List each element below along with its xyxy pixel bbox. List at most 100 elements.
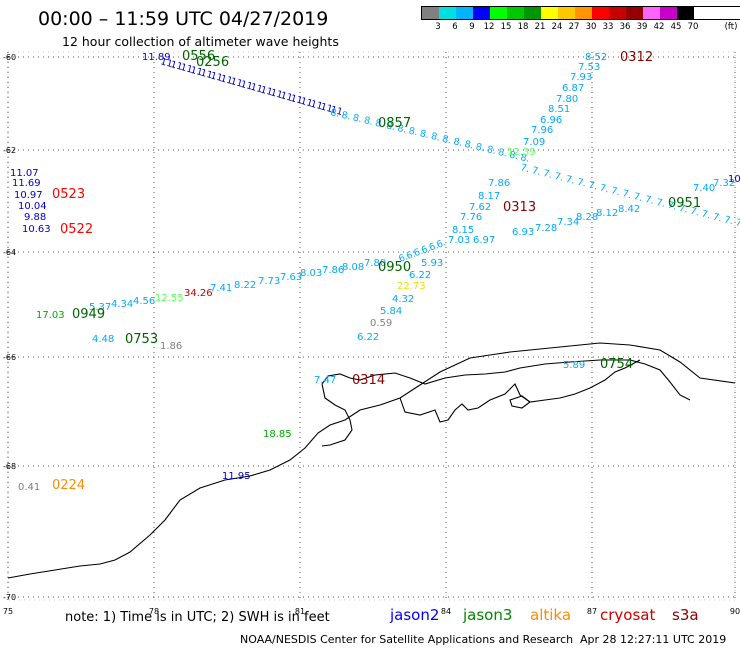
wave-height-label: 7.34 (557, 217, 579, 228)
pass-time-label: 0522 (60, 222, 93, 237)
legend-tick: 39 (636, 22, 648, 32)
track-streak-mark: 8. (363, 115, 374, 128)
track-streak-mark: 11. (189, 65, 206, 80)
lat-lon-grid: 75 78 81 84 87 90 -60 -62 -64 -66 -68 -70 (3, 51, 740, 616)
wave-height-label: 12.55 (155, 293, 184, 304)
wave-height-label: 10.63 (22, 224, 51, 235)
wave-height-label: 8.42 (618, 204, 640, 215)
satellite-jason2-label: jason2 (390, 606, 440, 624)
wave-height-label: 0.59 (370, 318, 392, 329)
legend-tick: 24 (551, 22, 563, 32)
track-streak-mark: 8. (475, 142, 486, 155)
legend-swatch (575, 7, 592, 19)
track-streak-mark: 7. (519, 162, 530, 175)
track-streak-mark: 8. (352, 112, 363, 125)
track-streak-mark: 8. (497, 147, 508, 160)
latitude-label: -62 (3, 146, 16, 155)
wave-height-label: 8.08 (342, 262, 364, 273)
track-streak-mark: 8. (486, 144, 497, 157)
pass-time-label: 0949 (72, 307, 105, 322)
wave-height-label: 12.39 (507, 147, 536, 158)
wave-height-label: 7.73 (258, 276, 280, 287)
legend-unit: (ft) (724, 22, 738, 32)
longitude-label: 81 (295, 607, 305, 616)
legend-tick: 70 (687, 22, 699, 32)
longitude-label: 90 (730, 607, 740, 616)
wave-height-label: 7.80 (364, 258, 386, 269)
track-streak-mark: 8. (452, 136, 463, 149)
wave-height-label: 11.07 (10, 168, 39, 179)
track-streak-mark: 8. (519, 152, 530, 165)
wave-height-label: 7.86 (488, 178, 510, 189)
wave-height-label: 4.56 (133, 296, 155, 307)
legend-swatch (473, 7, 490, 19)
legend-tick: 27 (568, 22, 580, 32)
legend-swatch (490, 7, 507, 19)
track-streak-mark: 7. (723, 214, 734, 227)
satellite-cryosat-label: cryosat (600, 606, 656, 624)
latitude-label: -70 (3, 593, 16, 602)
wave-height-label: 10 (728, 174, 740, 185)
pass-time-label: 0951 (668, 196, 701, 211)
wave-height-label: 8.12 (596, 208, 618, 219)
latitude-label: -68 (3, 462, 16, 471)
wave-height-label: 6.93 (512, 227, 534, 238)
legend-swatch (439, 7, 456, 19)
wave-height-label: 5.89 (563, 360, 585, 371)
track-streak-mark: 11. (159, 56, 176, 71)
wave-height-label: 10.97 (14, 190, 43, 201)
map-frame (7, 51, 736, 601)
track-streak-mark: 11. (279, 90, 296, 105)
track-streak-mark: 11. (199, 68, 216, 83)
legend-swatch (558, 7, 575, 19)
latitude-label: -60 (3, 53, 16, 62)
track-streak-mark: 7. (576, 177, 587, 190)
antarctic-coastline (7, 342, 736, 579)
legend-swatch (626, 7, 643, 19)
track-streak-mark: 8. (341, 110, 352, 123)
legend-swatch (456, 7, 473, 19)
track-streak-mark: 8. (441, 134, 452, 147)
wave-height-label: 7.86 (322, 265, 344, 276)
track-streak-mark: 11. (319, 101, 336, 116)
legend-swatch (677, 7, 694, 19)
track-streak-mark: 11. (309, 99, 326, 114)
pass-time-label: 0754 (600, 357, 633, 372)
wave-height-label: 10.04 (18, 201, 47, 212)
wave-height-label: 8.15 (452, 225, 474, 236)
wave-height-label: 5.37 (89, 302, 111, 313)
wave-height-label: 8.52 (585, 52, 607, 63)
wave-height-label: 5.84 (380, 306, 402, 317)
longitude-label: 87 (587, 607, 597, 616)
satellite-s3a-label: s3a (672, 606, 699, 624)
legend-swatch (422, 7, 439, 19)
track-streak-mark: 7. (598, 183, 609, 196)
wave-height-label: 9.88 (24, 212, 46, 223)
wave-height-label: 4.34 (111, 299, 133, 310)
track-streak-mark: 6. (405, 249, 417, 262)
track-streak-mark: 8. (463, 139, 474, 152)
legend-tick: 21 (534, 22, 546, 32)
track-streak-mark: 7. (666, 200, 677, 213)
track-streak-mark: 7. (553, 171, 564, 184)
track-streak-mark: 7. (655, 197, 666, 210)
pass-time-label: 0950 (378, 260, 411, 275)
wave-height-label: 7.09 (523, 137, 545, 148)
track-streak-mark: 7. (689, 206, 700, 219)
pass-time-label: 0256 (196, 55, 229, 70)
track-streak-mark: 7. (610, 185, 621, 198)
track-streak-mark: 11. (239, 79, 256, 94)
track-streak-mark: 6. (428, 240, 440, 253)
track-streak-mark: 7. (678, 203, 689, 216)
wave-height-label: 8.28 (576, 212, 598, 223)
wave-height-label: 8.51 (548, 104, 570, 115)
track-streak-mark: 7. (621, 188, 632, 201)
legend-tick: 12 (483, 22, 495, 32)
legend-tick: 6 (452, 22, 458, 32)
track-streak-mark: 11. (179, 62, 196, 77)
legend-swatch (609, 7, 626, 19)
longitude-label: 75 (3, 607, 13, 616)
track-streak-mark: 6. (435, 237, 447, 250)
